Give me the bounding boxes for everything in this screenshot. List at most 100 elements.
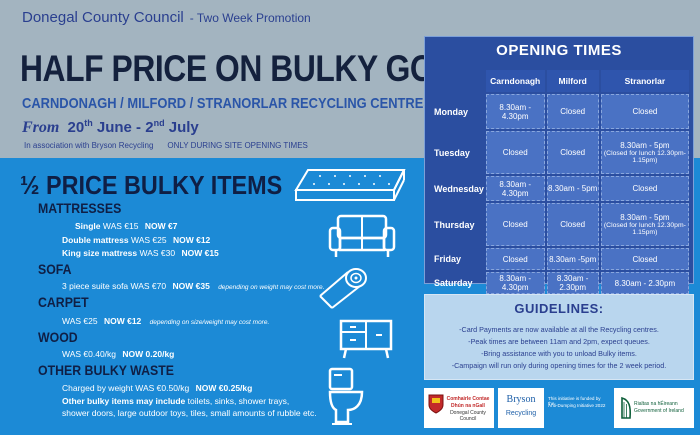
time-cell: Closed bbox=[546, 131, 599, 174]
bryson-line-1: Bryson bbox=[506, 394, 536, 405]
other-include-line-2: shower doors, large outdoor toys, tiles,… bbox=[62, 408, 317, 418]
sofa-heading: SOFA bbox=[38, 261, 72, 277]
sofa-now: NOW €35 bbox=[172, 281, 210, 291]
council-line-2: Dhún na nGall bbox=[451, 403, 485, 409]
other-include-rest: toilets, sinks, shower trays, bbox=[185, 396, 290, 406]
carpet-roll-icon bbox=[319, 268, 367, 309]
organisation-name: Donegal County Council bbox=[22, 9, 184, 26]
day-label: Monday bbox=[434, 106, 469, 117]
single-was: WAS €15 bbox=[102, 221, 139, 231]
wood-heading: WOOD bbox=[38, 329, 78, 345]
headline: HALF PRICE ON BULKY GOODS bbox=[20, 48, 502, 89]
day-label: Thursday bbox=[434, 219, 475, 230]
single-now: NOW €7 bbox=[144, 221, 178, 231]
table-row: Wednesday 8.30am - 4.30pm 8.30am - 5pm C… bbox=[431, 176, 689, 201]
council-crest-icon bbox=[428, 394, 444, 414]
carpet-note: depending on size/weight may cost more. bbox=[149, 319, 270, 326]
table-row: Monday 8.30am - 4.30pm Closed Closed bbox=[431, 94, 689, 129]
time-cell: Closed bbox=[485, 131, 545, 174]
double-was: WAS €25 bbox=[130, 235, 167, 245]
other-waste-heading: OTHER BULKY WASTE bbox=[38, 362, 174, 378]
carpet-was: WAS €25 bbox=[62, 316, 98, 326]
guideline-item: -Peak times are between 11am and 2pm, ex… bbox=[468, 337, 650, 346]
time-cell: Closed bbox=[546, 94, 599, 129]
day-label: Tuesday bbox=[434, 147, 470, 158]
time-cell: 8.30am - 5pm bbox=[546, 176, 599, 201]
opening-times-note: ONLY DURING SITE OPENING TIMES bbox=[167, 141, 308, 150]
harp-icon bbox=[621, 396, 632, 419]
from-word: From bbox=[22, 119, 60, 136]
wood-price-line: WAS €0.40/kg NOW 0.20/kg bbox=[62, 349, 174, 359]
king-price-line: King size mattress WAS €30 NOW €15 bbox=[62, 248, 219, 258]
promotion-label: - Two Week Promotion bbox=[189, 11, 311, 25]
king-was: WAS €30 bbox=[139, 248, 176, 258]
time-value: 8.30am - 5pm bbox=[620, 213, 670, 222]
table-row: Saturday 8.30am - 4.30pm 8.30am - 2.30pm… bbox=[431, 272, 689, 294]
funding-line-2: Anti-Dumping Initiative 2022 bbox=[548, 403, 606, 408]
time-cell: Closed bbox=[600, 176, 689, 201]
time-cell: Closed bbox=[485, 248, 545, 270]
government-logo: Rialtas na hÉireann Government of Irelan… bbox=[614, 388, 694, 428]
bulky-items-title: ½ PRICE BULKY ITEMS bbox=[20, 170, 283, 200]
time-cell: Closed bbox=[485, 203, 545, 246]
time-cell: 8.30am - 4.30pm bbox=[485, 272, 545, 294]
sofa-price-line: 3 piece suite sofa WAS €70 NOW €35 depen… bbox=[62, 281, 324, 291]
funding-line-1: This initiative is funded by the bbox=[548, 396, 601, 406]
start-month: June - bbox=[96, 119, 142, 136]
time-cell: 8.30am - 5pm (Closed for lunch 12.30pm-1… bbox=[600, 203, 689, 246]
organisation-line: Donegal County Council - Two Week Promoti… bbox=[22, 9, 311, 26]
time-value: 8.30am - 5pm bbox=[620, 141, 670, 150]
lunch-note: (Closed for lunch 12.30pm-1.15pm) bbox=[603, 222, 686, 236]
table-header-row: Carndonagh Milford Stranorlar bbox=[431, 70, 689, 92]
other-now: NOW €0.25/kg bbox=[195, 383, 253, 393]
day-label: Wednesday bbox=[434, 183, 484, 194]
sofa-was: 3 piece suite sofa WAS €70 bbox=[62, 281, 167, 291]
day-label: Saturday bbox=[434, 278, 473, 288]
association-text: In association with Bryson Recycling bbox=[24, 141, 154, 150]
end-suffix: nd bbox=[153, 118, 165, 128]
gov-line-2: Government of Ireland bbox=[634, 408, 684, 414]
column-carndonagh: Carndonagh bbox=[485, 70, 545, 92]
other-include-bold: Other bulky items may include bbox=[62, 396, 186, 406]
bryson-line-2: Recycling bbox=[505, 410, 537, 417]
day-label: Friday bbox=[434, 254, 462, 264]
mattress-icon bbox=[294, 169, 406, 201]
other-include-line: Other bulky items may include toilets, s… bbox=[62, 396, 289, 406]
single-label: Single bbox=[75, 221, 101, 231]
time-cell: Closed bbox=[600, 94, 689, 129]
recycling-centres: CARNDONAGH / MILFORD / STRANORLAR RECYCL… bbox=[22, 95, 432, 112]
sofa-note: depending on weight may cost more. bbox=[218, 284, 325, 291]
lunch-note: (Closed for lunch 12.30pm-1.15pm) bbox=[603, 150, 686, 164]
wood-was: WAS €0.40/kg bbox=[62, 349, 117, 359]
time-cell: 8.30am - 4.30pm bbox=[485, 176, 545, 201]
carpet-now: NOW €12 bbox=[103, 316, 142, 326]
double-label: Double mattress bbox=[62, 235, 129, 245]
time-cell: Closed bbox=[546, 203, 599, 246]
start-suffix: th bbox=[84, 118, 93, 128]
opening-times-table: Carndonagh Milford Stranorlar Monday 8.3… bbox=[429, 68, 691, 296]
opening-times-panel: OPENING TIMES Carndonagh Milford Stranor… bbox=[424, 36, 694, 294]
time-cell: 8.30am -5pm bbox=[546, 248, 599, 270]
promotion-dates: From 20th June - 2nd July bbox=[22, 118, 199, 137]
sofa-icon bbox=[328, 214, 396, 257]
mattresses-heading: MATTRESSES bbox=[38, 200, 122, 216]
toilet-icon bbox=[328, 367, 364, 425]
cabinet-icon bbox=[339, 319, 393, 359]
council-line-1: Comhairle Contae bbox=[446, 396, 490, 402]
double-now: NOW €12 bbox=[172, 235, 211, 245]
table-row: Thursday Closed Closed 8.30am - 5pm (Clo… bbox=[431, 203, 689, 246]
single-price-line: Single WAS €15 NOW €7 bbox=[75, 221, 177, 231]
other-price-line: Charged by weight WAS €0.50/kg NOW €0.25… bbox=[62, 383, 252, 393]
time-cell: 8.30am - 2.30pm bbox=[600, 272, 689, 294]
corner-cell bbox=[431, 70, 484, 92]
king-now: NOW €15 bbox=[181, 248, 219, 258]
time-cell: 8.30am - 2.30pm bbox=[546, 272, 599, 294]
carpet-price-line: WAS €25 NOW €12 depending on size/weight… bbox=[62, 316, 269, 326]
guidelines-title: GUIDELINES: bbox=[514, 301, 604, 316]
gov-line-1: Rialtas na hÉireann bbox=[634, 401, 678, 407]
start-day: 20 bbox=[67, 119, 85, 136]
time-cell: Closed bbox=[600, 248, 689, 270]
king-label: King size mattress bbox=[62, 248, 138, 258]
association-line: In association with Bryson Recycling ONLY… bbox=[24, 141, 308, 150]
wood-now: NOW 0.20/kg bbox=[122, 349, 175, 359]
